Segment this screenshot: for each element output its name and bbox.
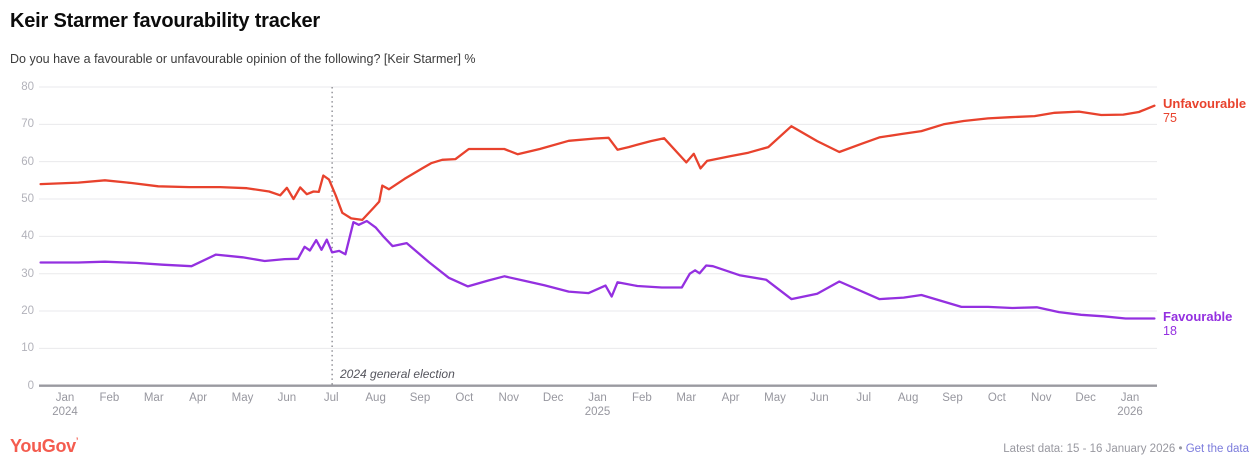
- x-tick-label: Feb: [631, 392, 652, 404]
- x-tick-label: Apr: [189, 392, 208, 404]
- x-tick-label: Aug: [365, 392, 386, 404]
- unfavourable-series-name: Unfavourable: [1163, 96, 1247, 111]
- unfavourable-latest-value: 75: [1163, 111, 1177, 125]
- x-tick-label: Jan 2026: [1117, 392, 1143, 418]
- favourable-series-name: Favourable: [1163, 309, 1233, 324]
- logo-trademark: ’: [75, 436, 79, 446]
- x-tick-label: Feb: [99, 392, 120, 404]
- x-tick-label: Jul: [323, 392, 339, 404]
- y-tick-label: 40: [21, 230, 34, 243]
- y-tick-label: 50: [21, 193, 34, 205]
- x-tick-label: May: [764, 392, 786, 404]
- x-tick-label: Oct: [987, 392, 1006, 404]
- x-tick-label: May: [231, 392, 254, 404]
- y-tick-label: 70: [21, 118, 34, 131]
- x-tick-label: Dec: [1075, 392, 1096, 404]
- y-tick-label: 80: [21, 81, 34, 93]
- y-tick-label: 60: [21, 155, 34, 168]
- favourable-latest-value: 18: [1163, 324, 1177, 338]
- election-annotation: 2024 general election: [340, 367, 455, 381]
- x-tick-label: Jul: [856, 392, 872, 404]
- x-tick-label: Sep: [942, 392, 963, 404]
- x-tick-label: Dec: [542, 392, 564, 404]
- x-tick-label: Nov: [498, 392, 519, 404]
- series-label-unfavourable: Unfavourable 75: [1163, 96, 1247, 126]
- latest-data-separator: •: [1178, 443, 1183, 455]
- x-tick-label: Apr: [721, 392, 740, 404]
- x-tick-label: Aug: [897, 392, 919, 404]
- x-tick-label: Oct: [455, 392, 474, 404]
- y-tick-label: 20: [21, 305, 34, 318]
- chart-subtitle: Do you have a favourable or unfavourable…: [10, 52, 476, 66]
- y-tick-label: 0: [27, 379, 34, 392]
- x-tick-label: Jun: [810, 392, 829, 404]
- x-tick-label: Nov: [1031, 392, 1052, 404]
- x-tick-label: Sep: [409, 392, 431, 404]
- yougov-logo: YouGov’: [10, 436, 79, 456]
- x-tick-label: Jun: [277, 392, 297, 404]
- y-tick-label: 30: [21, 267, 34, 280]
- series-label-favourable: Favourable 18: [1163, 309, 1233, 339]
- x-tick-label: Jan 2025: [584, 392, 611, 418]
- get-the-data-link[interactable]: Get the data: [1185, 443, 1249, 455]
- x-tick-label: Mar: [676, 392, 697, 404]
- latest-data-text: Latest data: 15 - 16 January 2026: [1003, 443, 1176, 455]
- x-tick-label: Jan 2024: [52, 392, 78, 418]
- x-tick-label: Mar: [143, 392, 164, 404]
- page-title: Keir Starmer favourability tracker: [10, 10, 321, 32]
- y-tick-label: 10: [21, 342, 34, 355]
- latest-data-note: Latest data: 15 - 16 January 2026 • Get …: [1003, 443, 1249, 455]
